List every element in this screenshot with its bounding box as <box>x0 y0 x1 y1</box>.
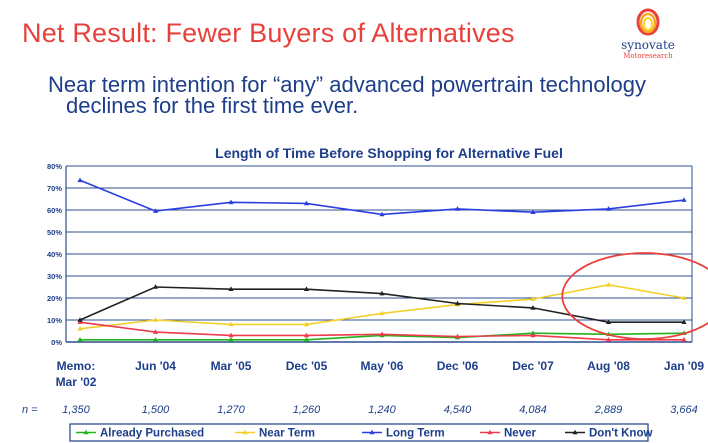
x-tick-label-line: May '06 <box>361 359 404 373</box>
subtitle-line-2: declines for the first time ever. <box>66 93 359 118</box>
subtitle-line-1: Near term intention for “any” advanced p… <box>48 72 646 97</box>
series-point <box>605 282 612 287</box>
x-tick-label: Dec '05 <box>286 359 328 373</box>
series-point <box>681 319 687 324</box>
x-tick-label-line: Dec '05 <box>286 359 328 373</box>
series-point <box>303 200 310 206</box>
legend-marker <box>83 429 89 435</box>
x-tick-label-line: Mar '05 <box>211 359 252 373</box>
logo-rings-icon <box>636 8 660 36</box>
slide-subtitle: Near term intention for “any” advanced p… <box>48 72 698 118</box>
series-point <box>454 333 461 339</box>
sample-size-value: 2,889 <box>594 404 623 416</box>
series-point <box>605 337 612 342</box>
series-point <box>228 199 234 205</box>
series-point <box>228 286 234 291</box>
x-tick-label-line: Mar '02 <box>56 375 97 389</box>
x-tick-label: Jun '04 <box>135 359 176 373</box>
legend-label: Already Purchased <box>100 428 204 440</box>
series-point <box>303 286 310 291</box>
chart-title: Length of Time Before Shopping for Alter… <box>215 145 563 161</box>
legend-marker <box>369 429 375 435</box>
x-tick-label: May '06 <box>361 359 404 373</box>
series-point <box>379 331 385 337</box>
logo-wordmark: synovate <box>621 38 675 52</box>
series-point <box>152 317 159 322</box>
sample-size-value: 4,540 <box>444 404 472 416</box>
x-tick-label-line: Dec '07 <box>512 359 554 373</box>
series-point <box>530 296 536 301</box>
series-point <box>379 211 385 217</box>
series-point <box>379 290 385 296</box>
x-tick-label: Dec '07 <box>512 359 554 373</box>
series-point <box>77 317 83 322</box>
highlight-ellipse <box>561 252 708 340</box>
logo-subtext: Motoresearch <box>623 52 673 60</box>
series-point <box>303 321 310 327</box>
series-point <box>681 337 687 342</box>
y-tick-label: 80% <box>47 162 62 171</box>
slide-title: Net Result: Fewer Buyers of Alternatives <box>22 18 515 48</box>
x-tick-label-line: Jun '04 <box>135 359 176 373</box>
legend-label: Don't Know <box>589 428 652 440</box>
series-point <box>228 321 234 327</box>
x-tick-label: Dec '06 <box>437 359 479 373</box>
sample-size-label: n = <box>22 404 38 416</box>
series-point <box>530 305 536 310</box>
series-point <box>77 326 83 331</box>
series-point <box>681 197 687 202</box>
series-point <box>454 206 461 211</box>
series-point <box>530 332 536 338</box>
x-tick-label: Aug '08 <box>587 359 630 373</box>
series-point <box>152 208 159 213</box>
legend-label: Long Term <box>386 428 445 440</box>
series-point <box>152 329 159 334</box>
sample-size-value: 1,270 <box>217 404 245 416</box>
sample-size-value: 1,260 <box>293 404 321 416</box>
series-point <box>77 337 83 342</box>
series-point <box>303 332 310 338</box>
legend-marker <box>572 429 578 435</box>
series-point <box>605 206 612 211</box>
legend-marker <box>487 429 493 435</box>
y-tick-label: 50% <box>47 228 62 237</box>
x-tick-label-line: Jan '09 <box>664 359 705 373</box>
y-tick-label: 0% <box>51 338 62 347</box>
sample-size-value: 3,664 <box>670 404 698 416</box>
y-tick-label: 10% <box>47 316 62 325</box>
x-tick-label: Mar '05 <box>211 359 252 373</box>
series-point <box>152 337 159 342</box>
sample-size-value: 1,240 <box>368 404 396 416</box>
x-tick-label: Memo: Mar '02 <box>56 359 97 389</box>
series-point <box>228 332 234 338</box>
y-tick-label: 60% <box>47 206 62 215</box>
series-point <box>681 295 687 300</box>
x-tick-label-line: Aug '08 <box>587 359 630 373</box>
series-point <box>454 300 461 306</box>
legend-box <box>69 423 649 442</box>
series-point <box>530 209 536 214</box>
y-tick-label: 70% <box>47 184 62 193</box>
x-tick-label-line: Memo: <box>57 359 96 373</box>
sample-size-value: 1,500 <box>142 404 170 416</box>
series-point <box>303 337 310 342</box>
legend-label: Near Term <box>259 428 315 440</box>
series-point <box>77 177 83 183</box>
series-point <box>605 319 612 324</box>
y-tick-label: 30% <box>47 272 62 281</box>
series-point <box>228 337 234 342</box>
series-point <box>152 284 159 289</box>
series-line <box>79 179 685 216</box>
synovate-logo: synovate Motoresearch <box>600 6 696 66</box>
series-point <box>379 310 385 316</box>
y-tick-label: 20% <box>47 294 62 303</box>
sample-size-value: 1,350 <box>62 404 90 416</box>
y-tick-label: 40% <box>47 250 62 259</box>
sample-size-value: 4,084 <box>519 404 547 416</box>
legend-marker <box>242 429 248 435</box>
legend-label: Never <box>504 428 536 440</box>
x-tick-label-line: Dec '06 <box>437 359 479 373</box>
x-tick-label: Jan '09 <box>664 359 705 373</box>
